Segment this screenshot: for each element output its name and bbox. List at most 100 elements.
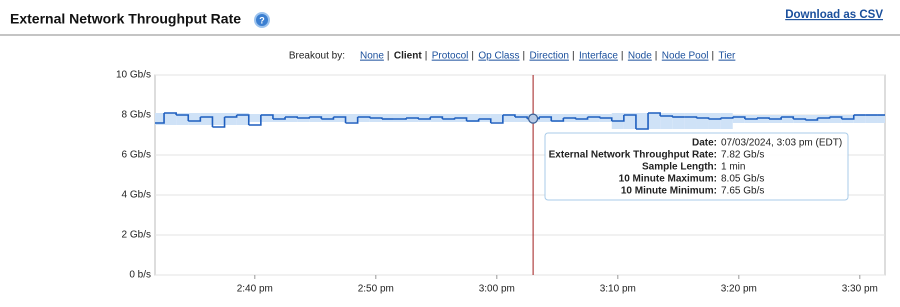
range-band (430, 114, 443, 122)
tooltip: Date: 07/03/2024, 3:03 pm (EDT) External N… (544, 132, 849, 201)
range-band (732, 115, 745, 123)
tooltip-value: 7.82 Gb/s (721, 150, 764, 161)
tooltip-value: 7.65 Gb/s (721, 186, 764, 197)
highlight-point (527, 113, 539, 124)
y-tick-label: 4 Gb/s (122, 190, 151, 201)
step-line (490, 115, 504, 124)
step-line (248, 115, 262, 126)
tooltip-box (544, 132, 849, 201)
tooltip-label: 10 Minute Maximum: (619, 174, 717, 185)
y-tick-label: 10 Gb/s (116, 70, 151, 81)
range-band (212, 113, 225, 125)
range-band (248, 114, 261, 122)
tooltip-label: Date: (692, 138, 717, 149)
breakout-option[interactable]: Node Pool (662, 51, 709, 62)
y-tick-label: 8 Gb/s (122, 110, 151, 121)
range-band (260, 114, 273, 122)
tooltip-label: External Network Throughput Rate: (549, 150, 717, 161)
step-line (188, 117, 202, 122)
range-band (514, 114, 528, 122)
x-tick-label: 3:30 pm (842, 284, 878, 295)
step-line (236, 114, 250, 125)
breakout-label: Breakout by: (289, 51, 345, 62)
range-band (660, 113, 673, 129)
range-band (176, 113, 189, 125)
range-band (164, 113, 177, 125)
page-title: External Network Throughput Rate (10, 11, 241, 27)
step-line (648, 112, 661, 116)
y-tick-label: 0 b/s (129, 270, 151, 281)
range-band (708, 113, 721, 129)
step-line (333, 116, 347, 123)
help-icon[interactable] (254, 12, 270, 28)
breakout-option[interactable]: Node (628, 51, 652, 62)
separator: | (523, 51, 526, 62)
range-band (345, 114, 358, 122)
x-tick-label: 3:00 pm (479, 284, 515, 295)
range-band (623, 113, 636, 129)
tooltip-value: 07/03/2024, 3:03 pm (EDT) (721, 138, 842, 149)
separator: | (387, 51, 390, 62)
breakout-option[interactable]: None (360, 51, 384, 62)
range-band (466, 114, 479, 122)
x-tick-label: 3:20 pm (721, 284, 757, 295)
x-tick-label: 2:40 pm (237, 284, 273, 295)
step-line (611, 115, 625, 122)
tooltip-label: Sample Length: (642, 162, 717, 173)
range-band (648, 113, 661, 129)
range-band (321, 114, 334, 122)
step-line (623, 114, 637, 129)
range-band (490, 114, 503, 122)
range-band (418, 114, 431, 122)
range-band (309, 114, 322, 122)
range-band (696, 113, 709, 129)
range-band (853, 115, 866, 123)
y-tick-label: 6 Gb/s (122, 150, 151, 161)
range-band (805, 115, 818, 123)
step-line (345, 117, 359, 124)
step-line (478, 118, 492, 123)
x-tick-label: 2:50 pm (358, 284, 394, 295)
range-band (272, 114, 286, 122)
range-band (672, 113, 685, 129)
breakout-option[interactable]: Protocol (432, 51, 469, 62)
range-band (781, 115, 794, 123)
range-band (684, 113, 697, 129)
step-line (551, 118, 565, 122)
step-line (200, 116, 214, 127)
breakout-option[interactable]: Interface (579, 51, 618, 62)
breakout-option[interactable]: Op Class (478, 51, 519, 62)
range-band (817, 115, 830, 123)
range-band (539, 114, 552, 122)
step-line (176, 114, 190, 121)
range-band (877, 115, 885, 123)
step-line (599, 117, 613, 121)
range-band (575, 114, 588, 122)
step-line (841, 115, 855, 120)
step-line (635, 113, 649, 130)
range-band (200, 113, 213, 125)
range-band (502, 114, 515, 122)
separator: | (425, 51, 428, 62)
plot: 0 b/s 2 Gb/s 4 Gb/s 6 Gb/s 8 Gb/s 10 Gb/s 2:40… (116, 70, 885, 295)
range-band (551, 114, 564, 122)
separator: | (655, 51, 658, 62)
separator: | (712, 51, 715, 62)
x-tick-label: 3:10 pm (600, 284, 636, 295)
breakout-option[interactable]: Tier (719, 51, 737, 62)
breakout-option[interactable]: Direction (530, 51, 569, 62)
range-band (756, 115, 770, 123)
range-band (635, 113, 649, 129)
download-link[interactable]: Download as CSV (785, 9, 883, 21)
range-band (865, 115, 878, 123)
range-band (393, 114, 407, 122)
range-band (442, 114, 455, 122)
range-band (720, 113, 733, 129)
range-band (333, 114, 346, 122)
range-band (381, 114, 394, 122)
separator: | (572, 51, 575, 62)
range-band (188, 113, 201, 125)
step-line (212, 117, 226, 128)
help-icon-glyph: ? (259, 15, 265, 25)
range-band (587, 114, 600, 122)
